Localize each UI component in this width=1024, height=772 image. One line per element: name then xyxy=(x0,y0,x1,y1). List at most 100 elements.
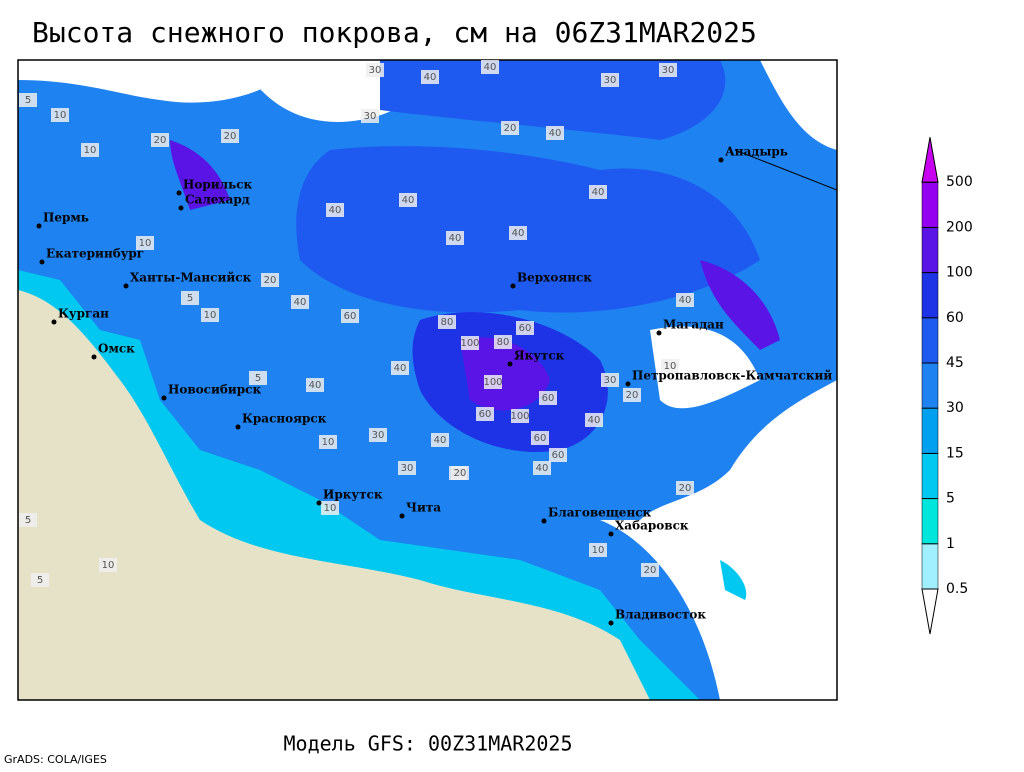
contour-label: 40 xyxy=(588,415,601,426)
contour-label: 30 xyxy=(662,65,675,76)
contour-label-bg xyxy=(623,388,641,402)
contour-label: 5 xyxy=(255,373,261,384)
contour-label-bg xyxy=(446,231,464,245)
contour-label: 40 xyxy=(549,128,562,139)
contour-label-bg xyxy=(481,60,499,74)
contour-label-bg xyxy=(589,543,607,557)
contour-label-bg xyxy=(31,573,49,587)
legend-label: 45 xyxy=(946,355,964,371)
contour-label: 20 xyxy=(264,275,277,286)
legend-arrow-low xyxy=(921,588,939,635)
city-dot xyxy=(316,500,322,506)
contour-label-bg xyxy=(51,108,69,122)
contour-label: 40 xyxy=(394,363,407,374)
city-label: Якутск xyxy=(514,349,565,363)
contour-label-bg xyxy=(438,315,456,329)
city-label: Красноярск xyxy=(242,412,327,426)
contour-label-bg xyxy=(676,481,694,495)
legend-label: 60 xyxy=(946,310,964,326)
city-label: Екатеринбург xyxy=(46,247,144,261)
city-dot xyxy=(510,283,516,289)
contour-label: 60 xyxy=(552,450,565,461)
contour-label: 40 xyxy=(309,380,322,391)
contour-label-bg xyxy=(136,236,154,250)
contour-label: 100 xyxy=(510,411,529,422)
city-dot xyxy=(123,283,129,289)
contour-label-bg xyxy=(181,291,199,305)
contour-label-bg xyxy=(221,129,239,143)
contour-label-bg xyxy=(546,126,564,140)
legend-swatch xyxy=(921,498,939,545)
contour-label: 20 xyxy=(644,565,657,576)
city-dot xyxy=(161,395,167,401)
legend-label: 500 xyxy=(946,174,973,190)
contour-label: 60 xyxy=(479,409,492,420)
contour-label-bg xyxy=(501,121,519,135)
contour-label: 40 xyxy=(536,463,549,474)
contour-label-bg xyxy=(516,321,534,335)
city-label: Анадырь xyxy=(725,145,788,159)
contour-label-bg xyxy=(589,185,607,199)
legend-label: 100 xyxy=(946,265,973,281)
contour-label-bg xyxy=(341,309,359,323)
contour-label: 20 xyxy=(454,468,467,479)
legend-arrow-high xyxy=(921,137,939,183)
contour-label: 10 xyxy=(322,437,335,448)
contour-label-bg xyxy=(19,513,37,527)
contour-label-bg xyxy=(399,193,417,207)
contour-label: 80 xyxy=(497,337,510,348)
city-label: Иркутск xyxy=(323,488,383,502)
contour-label: 10 xyxy=(664,361,677,372)
contour-label: 100 xyxy=(460,338,479,349)
map-frame xyxy=(17,59,838,701)
city-dot xyxy=(51,319,57,325)
contour-label: 60 xyxy=(534,433,547,444)
city-dot xyxy=(176,190,182,196)
contour-label: 30 xyxy=(364,111,377,122)
contour-label-bg xyxy=(585,413,603,427)
city-dot xyxy=(625,381,631,387)
contour-label-bg xyxy=(151,133,169,147)
contour-label-bg xyxy=(326,203,344,217)
legend-swatch xyxy=(921,543,939,590)
contour-label: 5 xyxy=(187,293,193,304)
legend-swatch xyxy=(921,407,939,454)
contour-label: 10 xyxy=(102,560,115,571)
contour-label: 5 xyxy=(37,575,43,586)
city-label: Новосибирск xyxy=(168,383,261,397)
credit: GrADS: COLA/IGES xyxy=(4,753,107,766)
legend-label: 15 xyxy=(946,445,964,461)
contour-label: 60 xyxy=(519,323,532,334)
city-dot xyxy=(36,223,42,229)
city-label: Чита xyxy=(406,501,441,515)
contour-label-bg xyxy=(659,63,677,77)
contour-label: 10 xyxy=(139,238,152,249)
contour-label: 80 xyxy=(441,317,454,328)
contour-label: 20 xyxy=(154,135,167,146)
contour-label-bg xyxy=(291,295,309,309)
contour-label-bg xyxy=(81,143,99,157)
city-label: Хабаровск xyxy=(615,519,689,533)
legend-label: 5 xyxy=(946,491,955,507)
contour-label-bg xyxy=(99,558,117,572)
contour-label-bg xyxy=(676,293,694,307)
contour-label: 20 xyxy=(626,390,639,401)
contour-label-bg xyxy=(661,359,679,373)
legend-swatch xyxy=(921,227,939,273)
contour-label-bg xyxy=(511,409,529,423)
contour-label-bg xyxy=(601,73,619,87)
legend-label: 0.5 xyxy=(946,581,968,597)
map xyxy=(18,60,837,700)
city-dot xyxy=(178,205,184,211)
city-label: Петропавловск-Камчатский xyxy=(632,369,832,383)
contour-label: 40 xyxy=(592,187,605,198)
legend-swatch xyxy=(921,362,939,409)
legend-swatch xyxy=(921,453,939,499)
contour-label-bg xyxy=(319,435,337,449)
city-dot xyxy=(91,354,97,360)
contour-label: 40 xyxy=(402,195,415,206)
legend-label: 1 xyxy=(946,536,955,552)
contour-label-bg xyxy=(549,448,567,462)
contour-label: 40 xyxy=(434,435,447,446)
